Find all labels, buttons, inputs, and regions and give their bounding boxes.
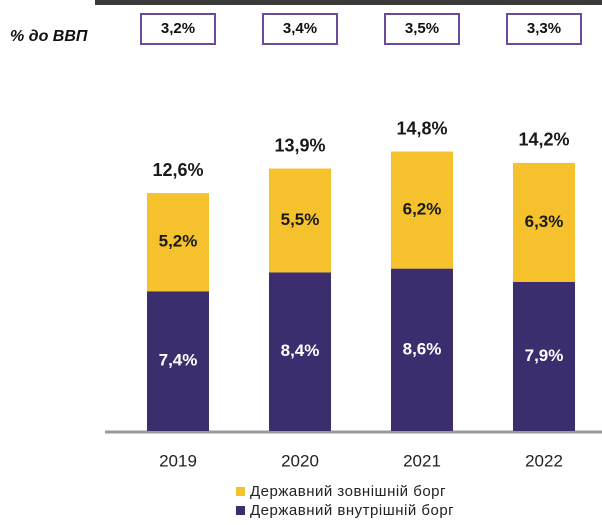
bar-segment — [269, 168, 331, 273]
x-tick-label: 2020 — [281, 451, 319, 470]
bar-segment — [391, 151, 453, 269]
legend-label: Державний зовнішній борг — [250, 483, 446, 500]
gdp-share-box — [140, 13, 216, 45]
bar-segment — [147, 291, 209, 431]
value-label: 8,4% — [281, 341, 320, 360]
bar-segment — [513, 281, 575, 431]
total-label: 14,2% — [518, 130, 569, 150]
value-label: 6,3% — [525, 212, 564, 231]
gdp-share-value: 3,4% — [283, 20, 317, 37]
legend-label: Державний внутрішній борг — [250, 502, 454, 519]
x-tick-label: 2021 — [403, 451, 441, 470]
total-label: 14,8% — [396, 118, 447, 138]
total-label: 12,6% — [152, 160, 203, 180]
gdp-share-label: % до ВВП — [10, 28, 88, 45]
gdp-share-value: 3,2% — [161, 20, 195, 37]
gdp-share-box — [262, 13, 338, 45]
value-label: 6,2% — [403, 200, 442, 219]
bar-segment — [147, 193, 209, 292]
legend-swatch — [236, 506, 245, 515]
x-tick-label: 2019 — [159, 451, 197, 470]
x-tick-label: 2022 — [525, 451, 563, 470]
bar-segment — [391, 268, 453, 431]
value-label: 8,6% — [403, 339, 442, 358]
total-label: 13,9% — [274, 135, 325, 155]
gdp-share-value: 3,3% — [527, 20, 561, 37]
legend-swatch — [236, 487, 245, 496]
bar-segment — [513, 162, 575, 282]
value-label: 5,5% — [281, 210, 320, 229]
gdp-share-value: 3,5% — [405, 20, 439, 37]
value-label: 5,2% — [159, 232, 198, 251]
value-label: 7,9% — [525, 346, 564, 365]
bar-segment — [269, 272, 331, 431]
top-strip — [95, 0, 602, 5]
gdp-share-box — [384, 13, 460, 45]
gdp-share-box — [506, 13, 582, 45]
value-label: 7,4% — [159, 351, 198, 370]
